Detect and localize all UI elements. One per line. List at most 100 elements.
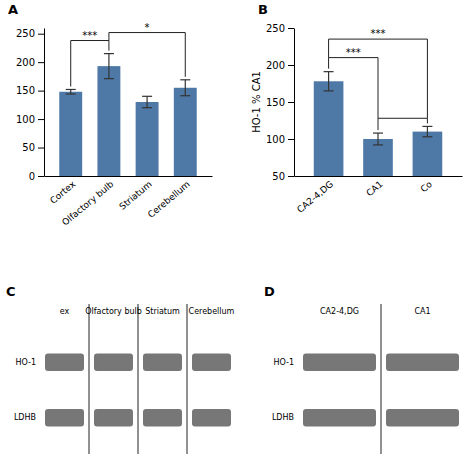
tick: 150 bbox=[266, 97, 294, 108]
axis-domain bbox=[44, 29, 45, 177]
tick-label: Cerebellum bbox=[146, 179, 192, 220]
tick-label: 50 bbox=[272, 171, 285, 182]
tick: Striatum bbox=[117, 176, 153, 212]
significance-label: * bbox=[145, 22, 150, 33]
tick: 200 bbox=[266, 60, 294, 71]
significance-bracket bbox=[329, 39, 428, 118]
tick-mark bbox=[38, 91, 44, 92]
tick-label: Cortex bbox=[48, 179, 78, 206]
tick-label: CA2-4,DG bbox=[295, 179, 335, 215]
tick: 200 bbox=[16, 57, 44, 68]
lane-divider bbox=[138, 304, 139, 454]
blot-band bbox=[143, 409, 182, 427]
bracket-line bbox=[378, 118, 427, 119]
error-bar bbox=[142, 96, 152, 107]
error-cap bbox=[104, 53, 114, 54]
bar bbox=[413, 132, 443, 176]
tick: Olfactory bulb bbox=[60, 176, 115, 228]
tick-label: CA1 bbox=[364, 179, 384, 198]
significance-label: *** bbox=[346, 47, 361, 58]
tick: 0 bbox=[29, 171, 44, 182]
error-cap bbox=[142, 107, 152, 108]
tick-label: 200 bbox=[16, 57, 35, 68]
tick-label: 250 bbox=[266, 23, 285, 34]
lane-label: ex bbox=[60, 307, 70, 316]
panel: A****050100150200250CortexOlfactory bulb… bbox=[8, 2, 213, 228]
axis-domain bbox=[295, 176, 463, 177]
tick: 100 bbox=[16, 114, 44, 125]
panel-title: D bbox=[264, 284, 275, 299]
bar bbox=[174, 88, 197, 176]
significance-bracket bbox=[71, 41, 109, 87]
x-axis: CortexOlfactory bulbStriatumCerebellum bbox=[45, 176, 213, 228]
significance-label: *** bbox=[82, 30, 97, 41]
blot-band bbox=[303, 409, 376, 427]
bar bbox=[59, 92, 82, 176]
error-cap bbox=[66, 89, 76, 90]
tick: CA2-4,DG bbox=[295, 176, 335, 215]
bar bbox=[314, 81, 344, 176]
tick-label: Striatum bbox=[117, 179, 153, 212]
lane-divider bbox=[381, 304, 382, 454]
tick-mark bbox=[38, 62, 44, 63]
error-line bbox=[185, 80, 186, 96]
bracket-line bbox=[328, 58, 329, 69]
significance-bracket bbox=[109, 33, 185, 77]
row-label: HO-1 bbox=[15, 358, 36, 367]
tick: Cerebellum bbox=[146, 176, 192, 220]
tick-mark bbox=[288, 176, 294, 177]
blot-band bbox=[45, 353, 84, 371]
significance-label: *** bbox=[371, 28, 386, 39]
bar bbox=[136, 102, 159, 176]
bracket-line bbox=[108, 41, 109, 51]
tick: 150 bbox=[16, 85, 44, 96]
error-line bbox=[328, 72, 329, 91]
bar bbox=[363, 139, 393, 176]
figure: A****050100150200250CortexOlfactory bulb… bbox=[0, 0, 474, 474]
plot-area bbox=[314, 39, 442, 176]
error-line bbox=[146, 96, 147, 107]
error-cap bbox=[422, 136, 432, 137]
error-cap bbox=[373, 144, 383, 145]
blot-band bbox=[303, 353, 376, 371]
error-cap bbox=[142, 96, 152, 97]
y-axis: 50 100 150 200 250 bbox=[266, 23, 295, 182]
blot-band bbox=[192, 353, 231, 371]
tick-mark bbox=[288, 65, 294, 66]
bracket-line bbox=[185, 33, 186, 77]
tick-label: Olfactory bulb bbox=[60, 179, 115, 228]
tick: 250 bbox=[16, 28, 44, 39]
tick: 50 bbox=[272, 171, 294, 182]
lane-label: CA1 bbox=[414, 307, 430, 316]
error-cap bbox=[422, 126, 432, 127]
lane-label: Olfactory bulb bbox=[85, 307, 142, 316]
blot-band bbox=[94, 409, 133, 427]
blot-band bbox=[386, 353, 459, 371]
tick-label: 150 bbox=[266, 97, 285, 108]
tick-label: Co bbox=[419, 179, 435, 195]
tick: 100 bbox=[266, 134, 294, 145]
error-bar bbox=[180, 80, 190, 96]
tick: 50 bbox=[22, 142, 44, 153]
lane-label: Striatum bbox=[145, 307, 180, 316]
lane-divider bbox=[89, 304, 90, 454]
row-label: LDHB bbox=[272, 413, 294, 422]
error-cap bbox=[180, 79, 190, 80]
error-bar bbox=[373, 133, 383, 145]
error-bar bbox=[104, 54, 114, 79]
error-cap bbox=[66, 93, 76, 94]
tick-mark bbox=[288, 139, 294, 140]
tick-label: 200 bbox=[266, 60, 285, 71]
axis-domain bbox=[45, 176, 213, 177]
blot-band bbox=[386, 409, 459, 427]
tick-mark bbox=[38, 176, 44, 177]
error-line bbox=[377, 133, 378, 145]
y-axis: 0 50 100 150 200 250 bbox=[16, 28, 45, 181]
bracket-line bbox=[427, 118, 428, 123]
tick-mark bbox=[38, 34, 44, 35]
error-cap bbox=[324, 71, 334, 72]
significance-bracket bbox=[329, 58, 378, 119]
axis-domain bbox=[294, 29, 295, 177]
bracket-line bbox=[108, 33, 109, 41]
y-axis-title: HO-1 % CA1 bbox=[251, 71, 262, 133]
